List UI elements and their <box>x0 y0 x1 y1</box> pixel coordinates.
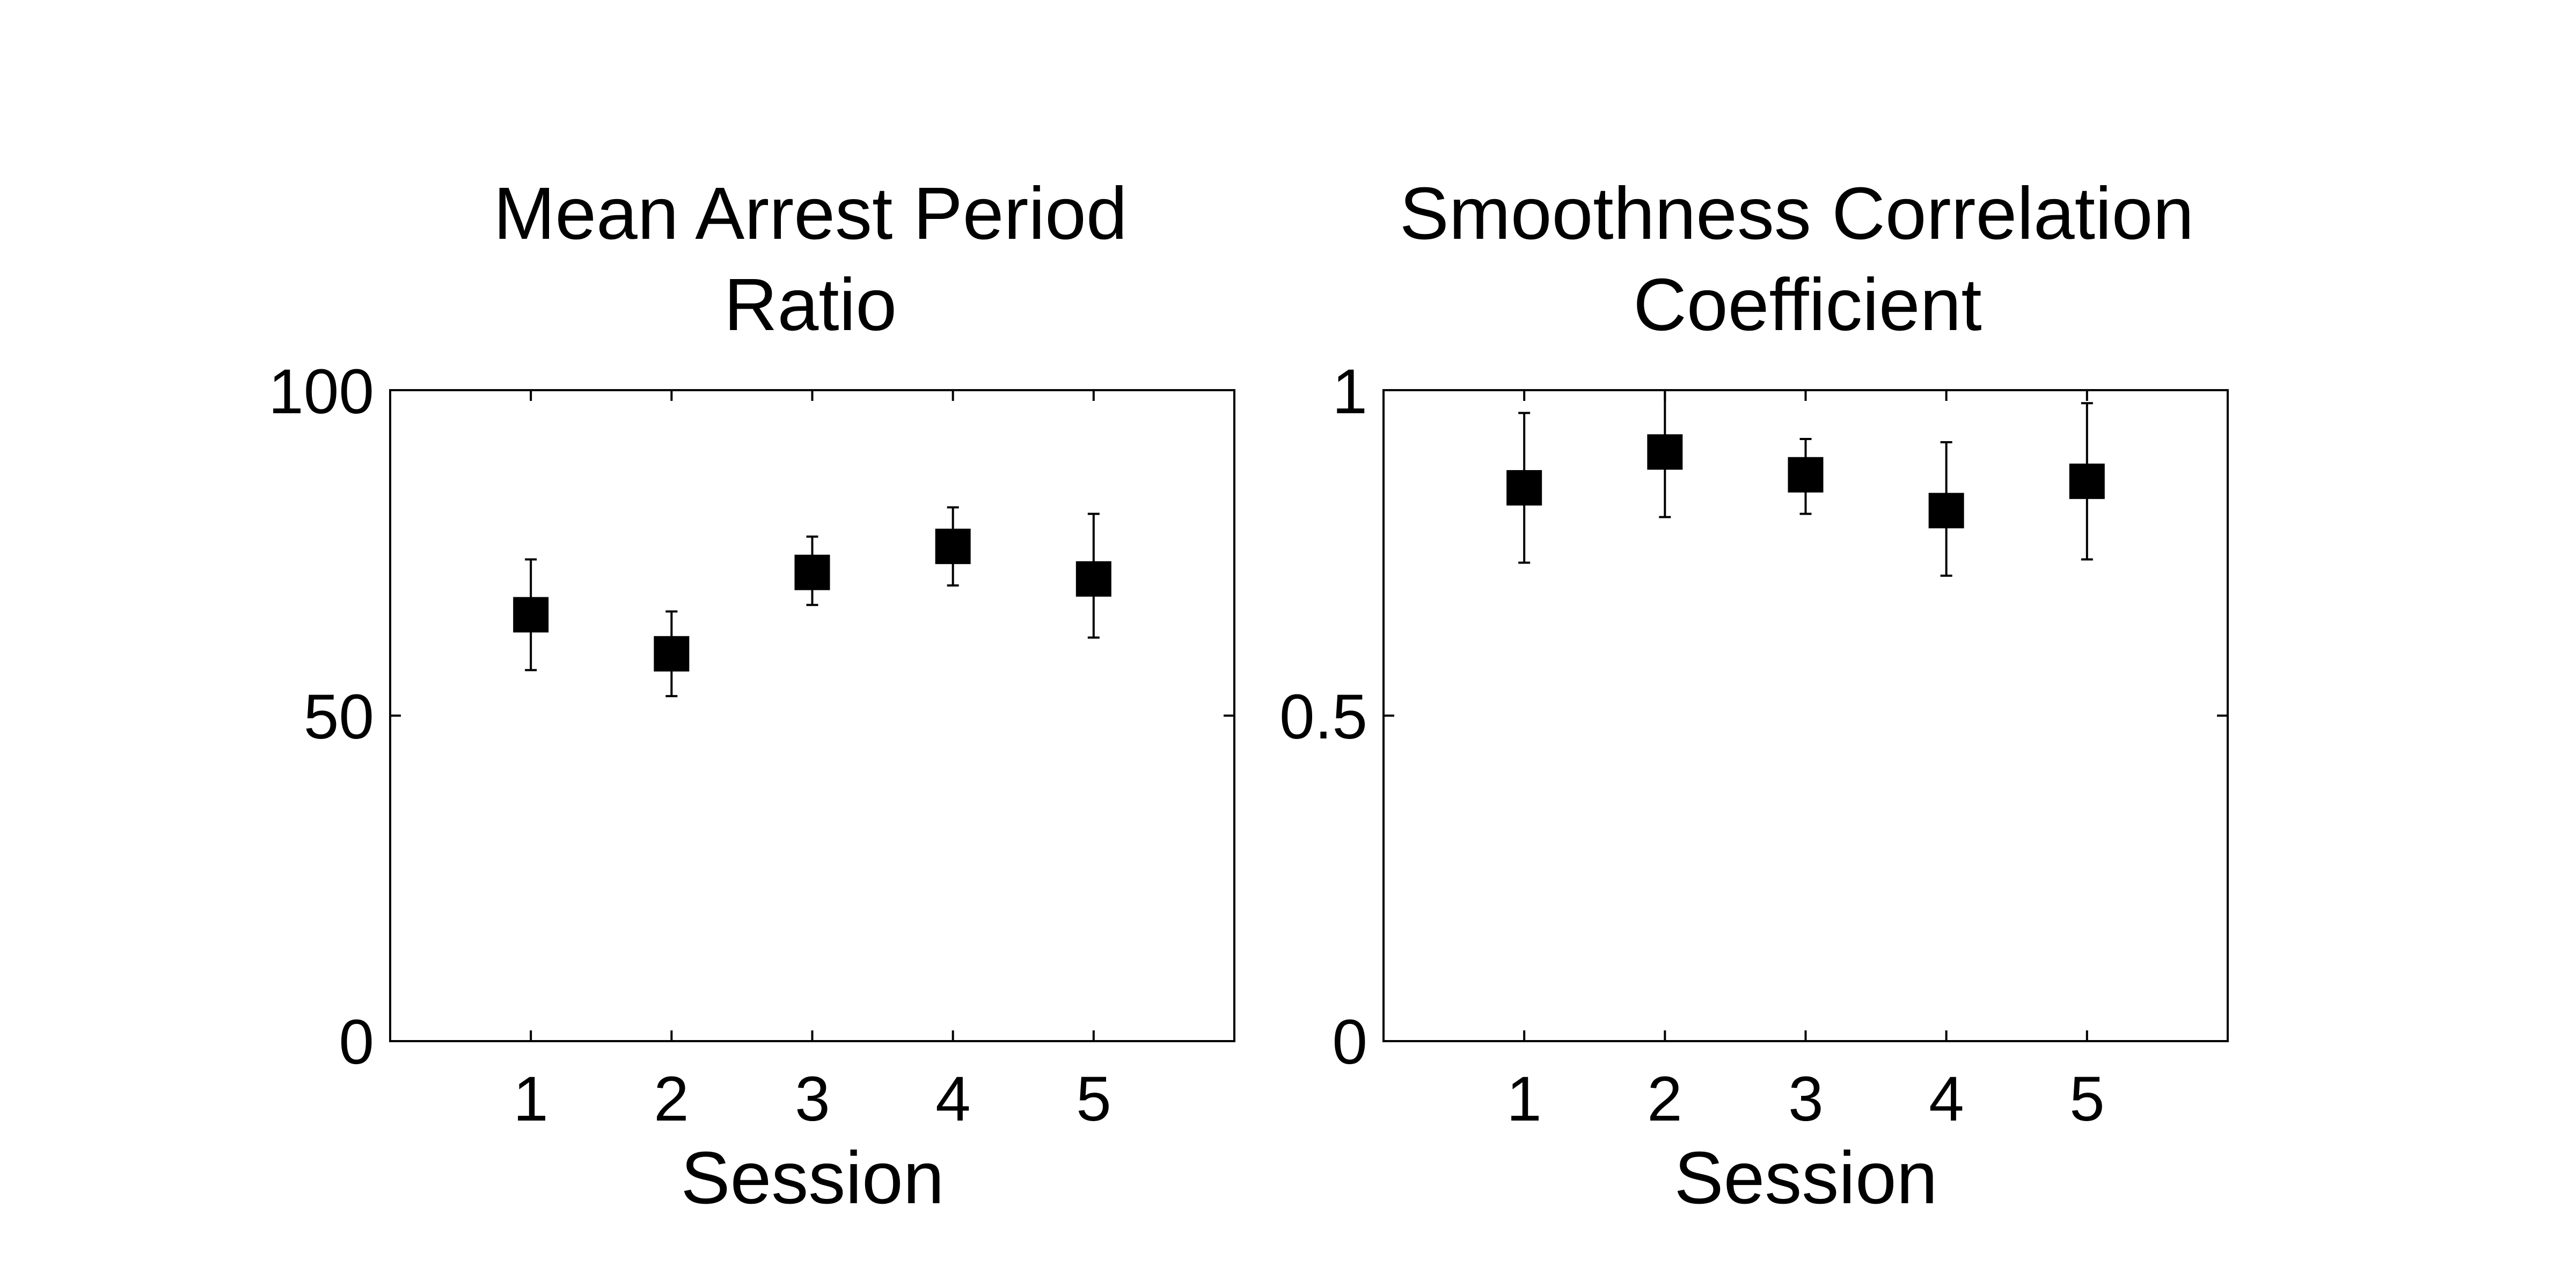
data-marks <box>1506 389 2105 577</box>
chart-title-line-2: Coefficient <box>1633 264 1982 346</box>
y-tick-label-0: 0 <box>339 1007 374 1078</box>
x-tick-label-5: 5 <box>2069 1064 2105 1135</box>
chart-title-line-1: Smoothness Correlation <box>1400 172 2194 255</box>
x-tick-label-5: 5 <box>1076 1064 1111 1135</box>
x-tick-label-3: 3 <box>1788 1064 1824 1135</box>
x-tick-label-1: 1 <box>513 1064 548 1135</box>
y-axis-tick-labels: 0 50 100 <box>268 356 374 1078</box>
y-tick-label-1: 1 <box>1332 356 1367 427</box>
x-tick-label-4: 4 <box>1929 1064 1964 1135</box>
plot-area <box>389 389 1235 1042</box>
x-tick-label-2: 2 <box>1647 1064 1682 1135</box>
x-tick-label-4: 4 <box>935 1064 971 1135</box>
data-point-marker <box>654 636 690 672</box>
chart-panel-mean-arrest-period-ratio: Mean Arrest Period Ratio 0 50 100 1 2 3 … <box>268 172 1235 1219</box>
chart-panel-smoothness-correlation-coefficient: Smoothness Correlation Coefficient 0 0.5… <box>1279 172 2229 1219</box>
y-tick-label-100: 100 <box>268 356 374 427</box>
data-marks <box>513 506 1111 698</box>
y-tick-label-0: 0 <box>1332 1007 1367 1078</box>
data-point-marker <box>1506 470 1542 506</box>
axis-ticks <box>390 389 1234 1042</box>
y-tick-label-50: 50 <box>304 682 374 752</box>
data-point-marker <box>1647 434 1683 470</box>
data-point-marker <box>1075 561 1111 597</box>
data-point-marker <box>1788 457 1824 493</box>
x-tick-label-2: 2 <box>654 1064 689 1135</box>
y-tick-label-0.5: 0.5 <box>1279 682 1367 752</box>
data-point-marker <box>2069 463 2105 499</box>
data-point-marker <box>1928 493 1964 529</box>
x-tick-label-3: 3 <box>795 1064 830 1135</box>
data-point-marker <box>935 529 971 565</box>
data-point-marker <box>513 597 549 633</box>
chart-title-line-2: Ratio <box>724 264 897 346</box>
y-axis-tick-labels: 0 0.5 1 <box>1279 356 1367 1078</box>
x-tick-label-1: 1 <box>1506 1064 1542 1135</box>
x-axis-tick-labels: 1 2 3 4 5 <box>513 1064 1111 1135</box>
data-point-marker <box>794 554 830 590</box>
chart-title-line-1: Mean Arrest Period <box>493 172 1127 255</box>
x-axis-label: Session <box>681 1137 945 1219</box>
x-axis-tick-labels: 1 2 3 4 5 <box>1506 1064 2105 1135</box>
x-axis-label: Session <box>1674 1137 1938 1219</box>
